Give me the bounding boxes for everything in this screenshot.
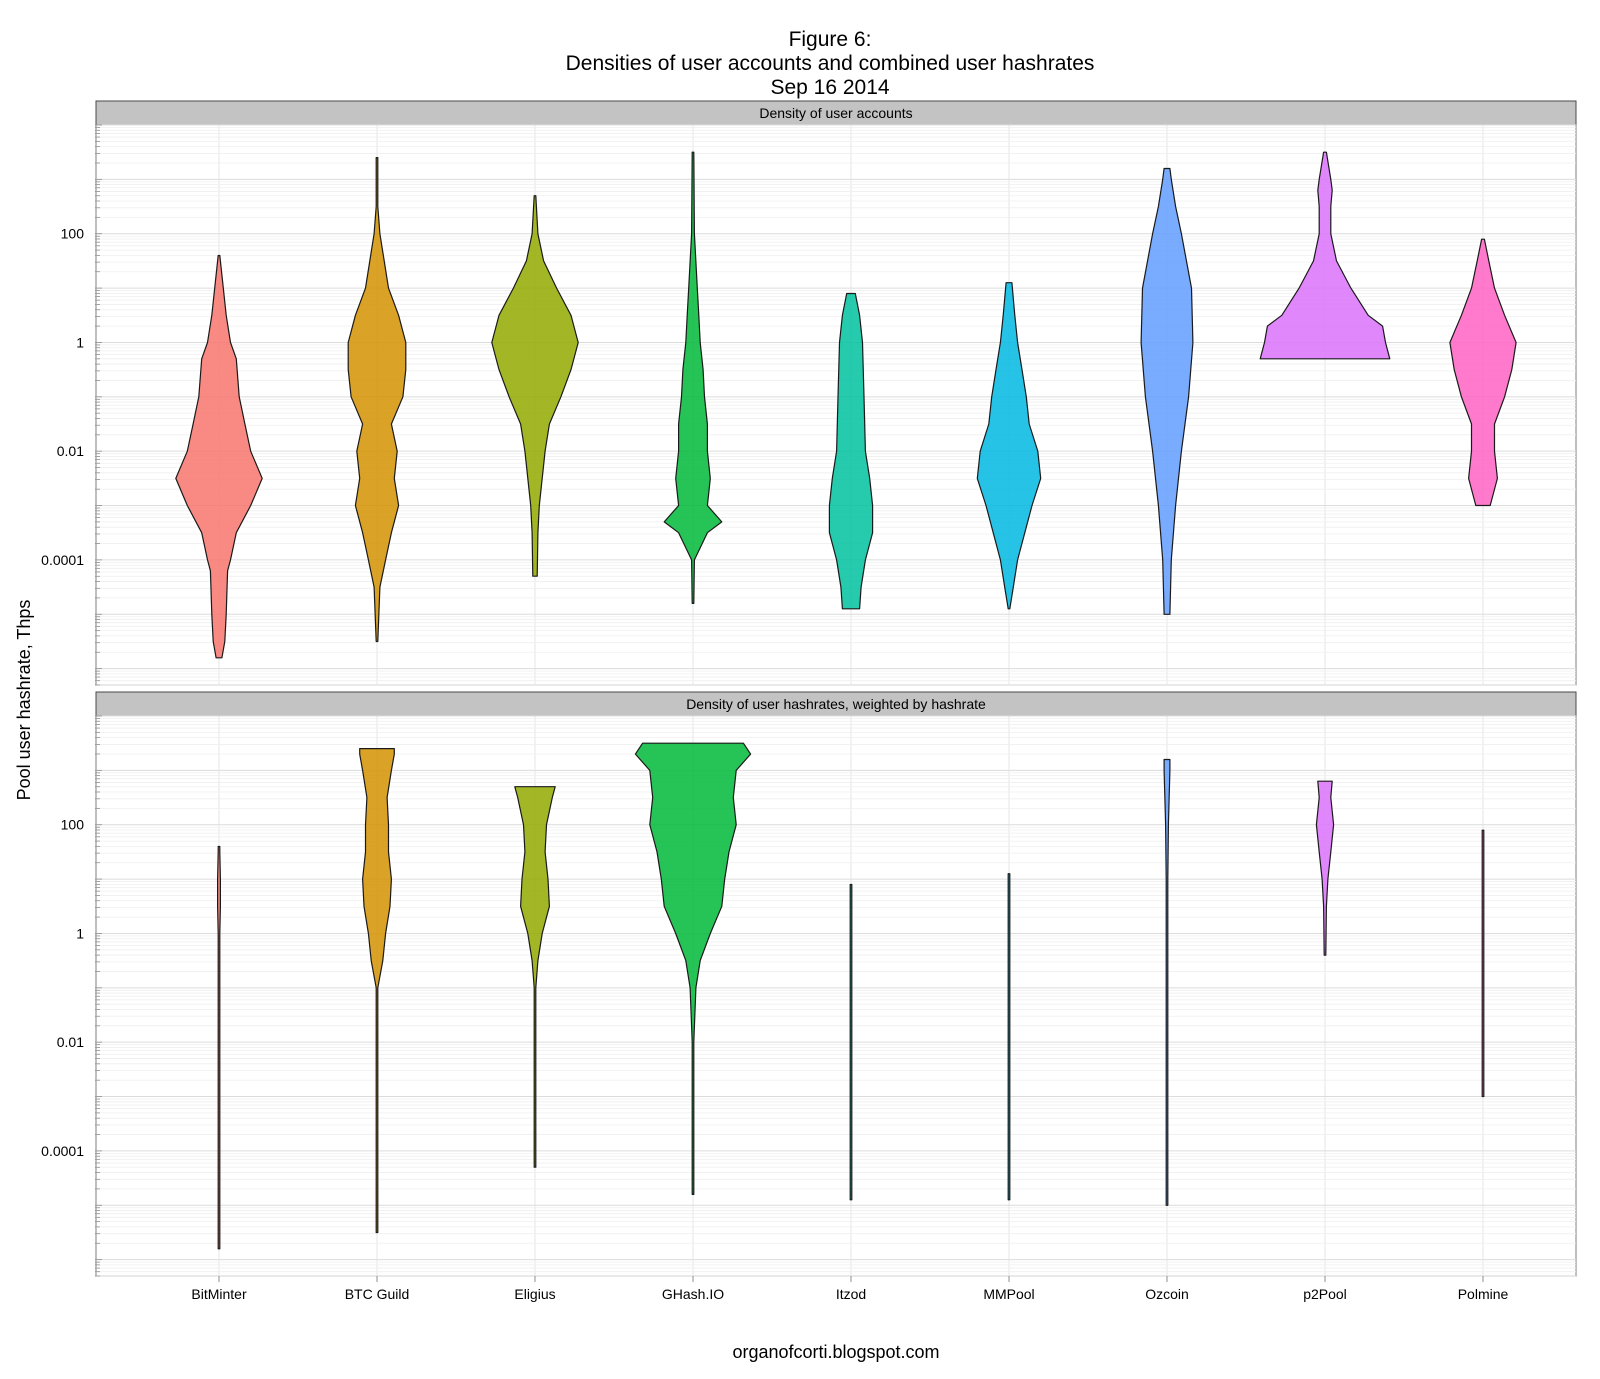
x-tick-label: Eligius	[514, 1286, 555, 1302]
y-axis: 0.0001 0.01 1 100	[41, 715, 102, 1277]
violin-p2pool	[1315, 780, 1335, 956]
x-tick-label: Polmine	[1458, 1286, 1509, 1302]
violin-itzod	[849, 883, 853, 1201]
violin-mmpool	[1007, 873, 1011, 1201]
violin-btc-guild	[359, 748, 395, 1234]
x-tick-label: BitMinter	[191, 1286, 247, 1302]
x-tick-label: Ozcoin	[1145, 1286, 1189, 1302]
panel-title: Density of user hashrates, weighted by h…	[686, 696, 986, 712]
x-tick-label: p2Pool	[1303, 1286, 1347, 1302]
y-axis-label: Pool user hashrate, Thps	[14, 600, 34, 801]
violin-eligius	[491, 195, 579, 577]
violin-bitminter	[217, 845, 221, 1250]
y-axis: 0.0001 0.01 1 100	[41, 124, 102, 686]
title-line-1: Figure 6:	[789, 28, 872, 51]
y-tick-label: 1	[76, 334, 84, 350]
violin-ozcoin	[1163, 758, 1171, 1206]
y-tick-label: 0.0001	[41, 552, 84, 568]
grid	[96, 715, 1576, 1277]
panel-title: Density of user accounts	[759, 105, 912, 121]
title-line-2: Densities of user accounts and combined …	[566, 52, 1095, 75]
panel-strip	[95, 100, 1577, 126]
y-tick-label: 100	[61, 226, 85, 242]
violin-ozcoin	[1140, 167, 1194, 615]
violin-ghash-io	[634, 742, 752, 1195]
x-tick-label: BTC Guild	[345, 1286, 410, 1302]
y-tick-label: 100	[61, 817, 85, 833]
violin-ghash-io	[663, 151, 723, 604]
panel-strip	[95, 691, 1577, 717]
x-tick-label: MMPool	[983, 1286, 1034, 1302]
violin-eligius	[514, 786, 556, 1168]
violins	[217, 742, 1485, 1250]
x-tick-label: GHash.IO	[662, 1286, 724, 1302]
violin-itzod	[828, 292, 874, 610]
panel-user-accounts: Density of user accounts 0.0001 0.01 1 100	[41, 100, 1577, 686]
y-tick-label: 0.01	[57, 1034, 84, 1050]
violin-polmine	[1481, 829, 1485, 1098]
caption: organofcorti.blogspot.com	[732, 1342, 939, 1362]
figure-title: Figure 6: Densities of user accounts and…	[566, 28, 1095, 99]
panel-user-hashrates: Density of user hashrates, weighted by h…	[41, 691, 1577, 1277]
violin-bitminter	[175, 254, 263, 659]
y-tick-label: 0.01	[57, 443, 84, 459]
violins	[175, 151, 1517, 659]
violin-p2pool	[1259, 151, 1391, 360]
y-tick-label: 0.0001	[41, 1143, 84, 1159]
violin-btc-guild	[347, 157, 407, 643]
title-line-3: Sep 16 2014	[770, 76, 889, 99]
violin-polmine	[1449, 238, 1517, 507]
y-tick-label: 1	[76, 925, 84, 941]
violin-mmpool	[976, 282, 1042, 610]
x-tick-label: Itzod	[836, 1286, 866, 1302]
x-axis: BitMinter BTC Guild Eligius GHash.IO Itzod MM…	[191, 1276, 1508, 1302]
